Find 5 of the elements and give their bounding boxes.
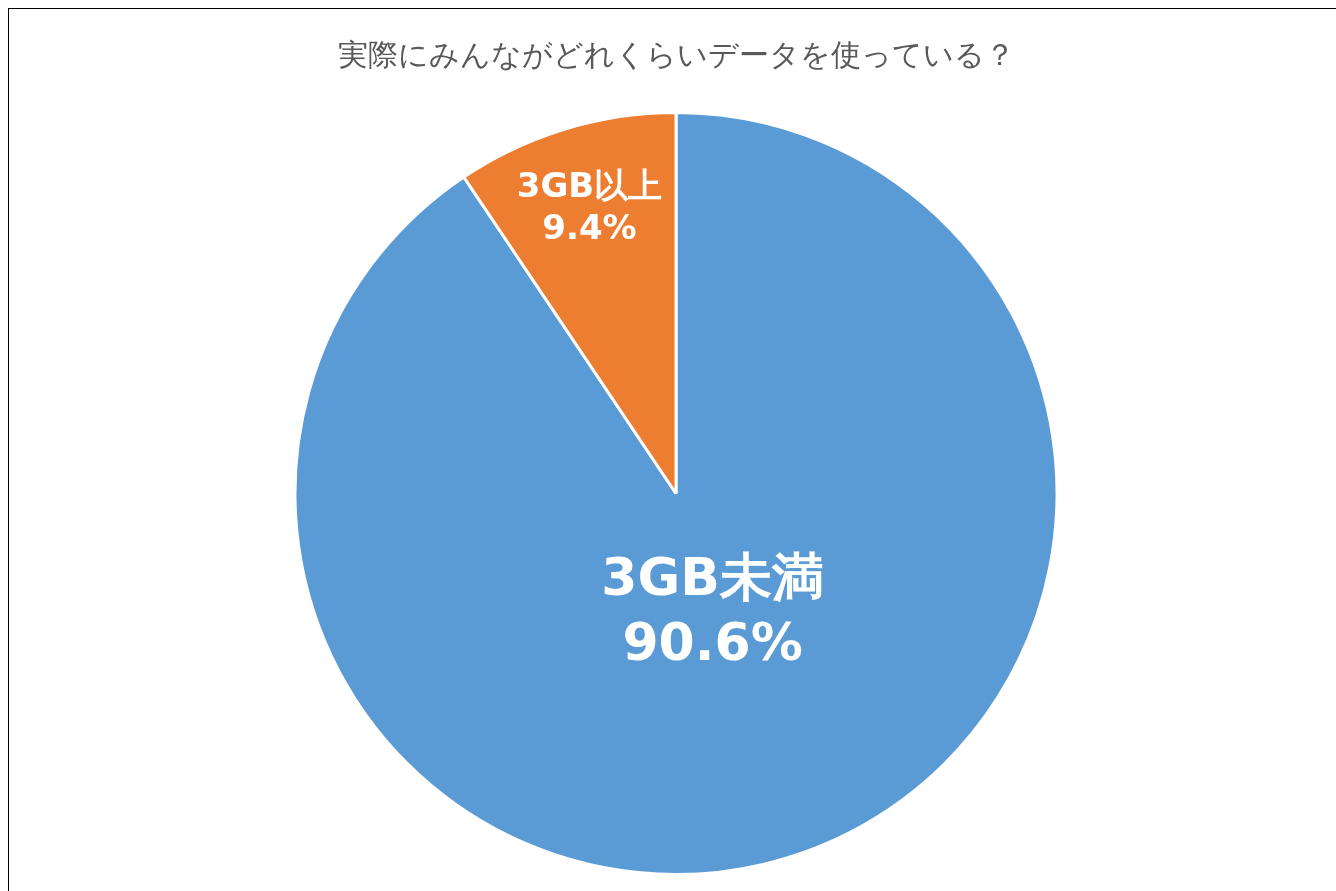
data-label: 9.4% xyxy=(542,207,637,248)
chart-title: 実際にみんながどれくらいデータを使っている？ xyxy=(337,36,1015,72)
slice-label: 3GB未満 xyxy=(601,546,824,607)
data-label: 90.6% xyxy=(622,611,803,672)
slice-label: 3GB以上 xyxy=(516,164,663,205)
